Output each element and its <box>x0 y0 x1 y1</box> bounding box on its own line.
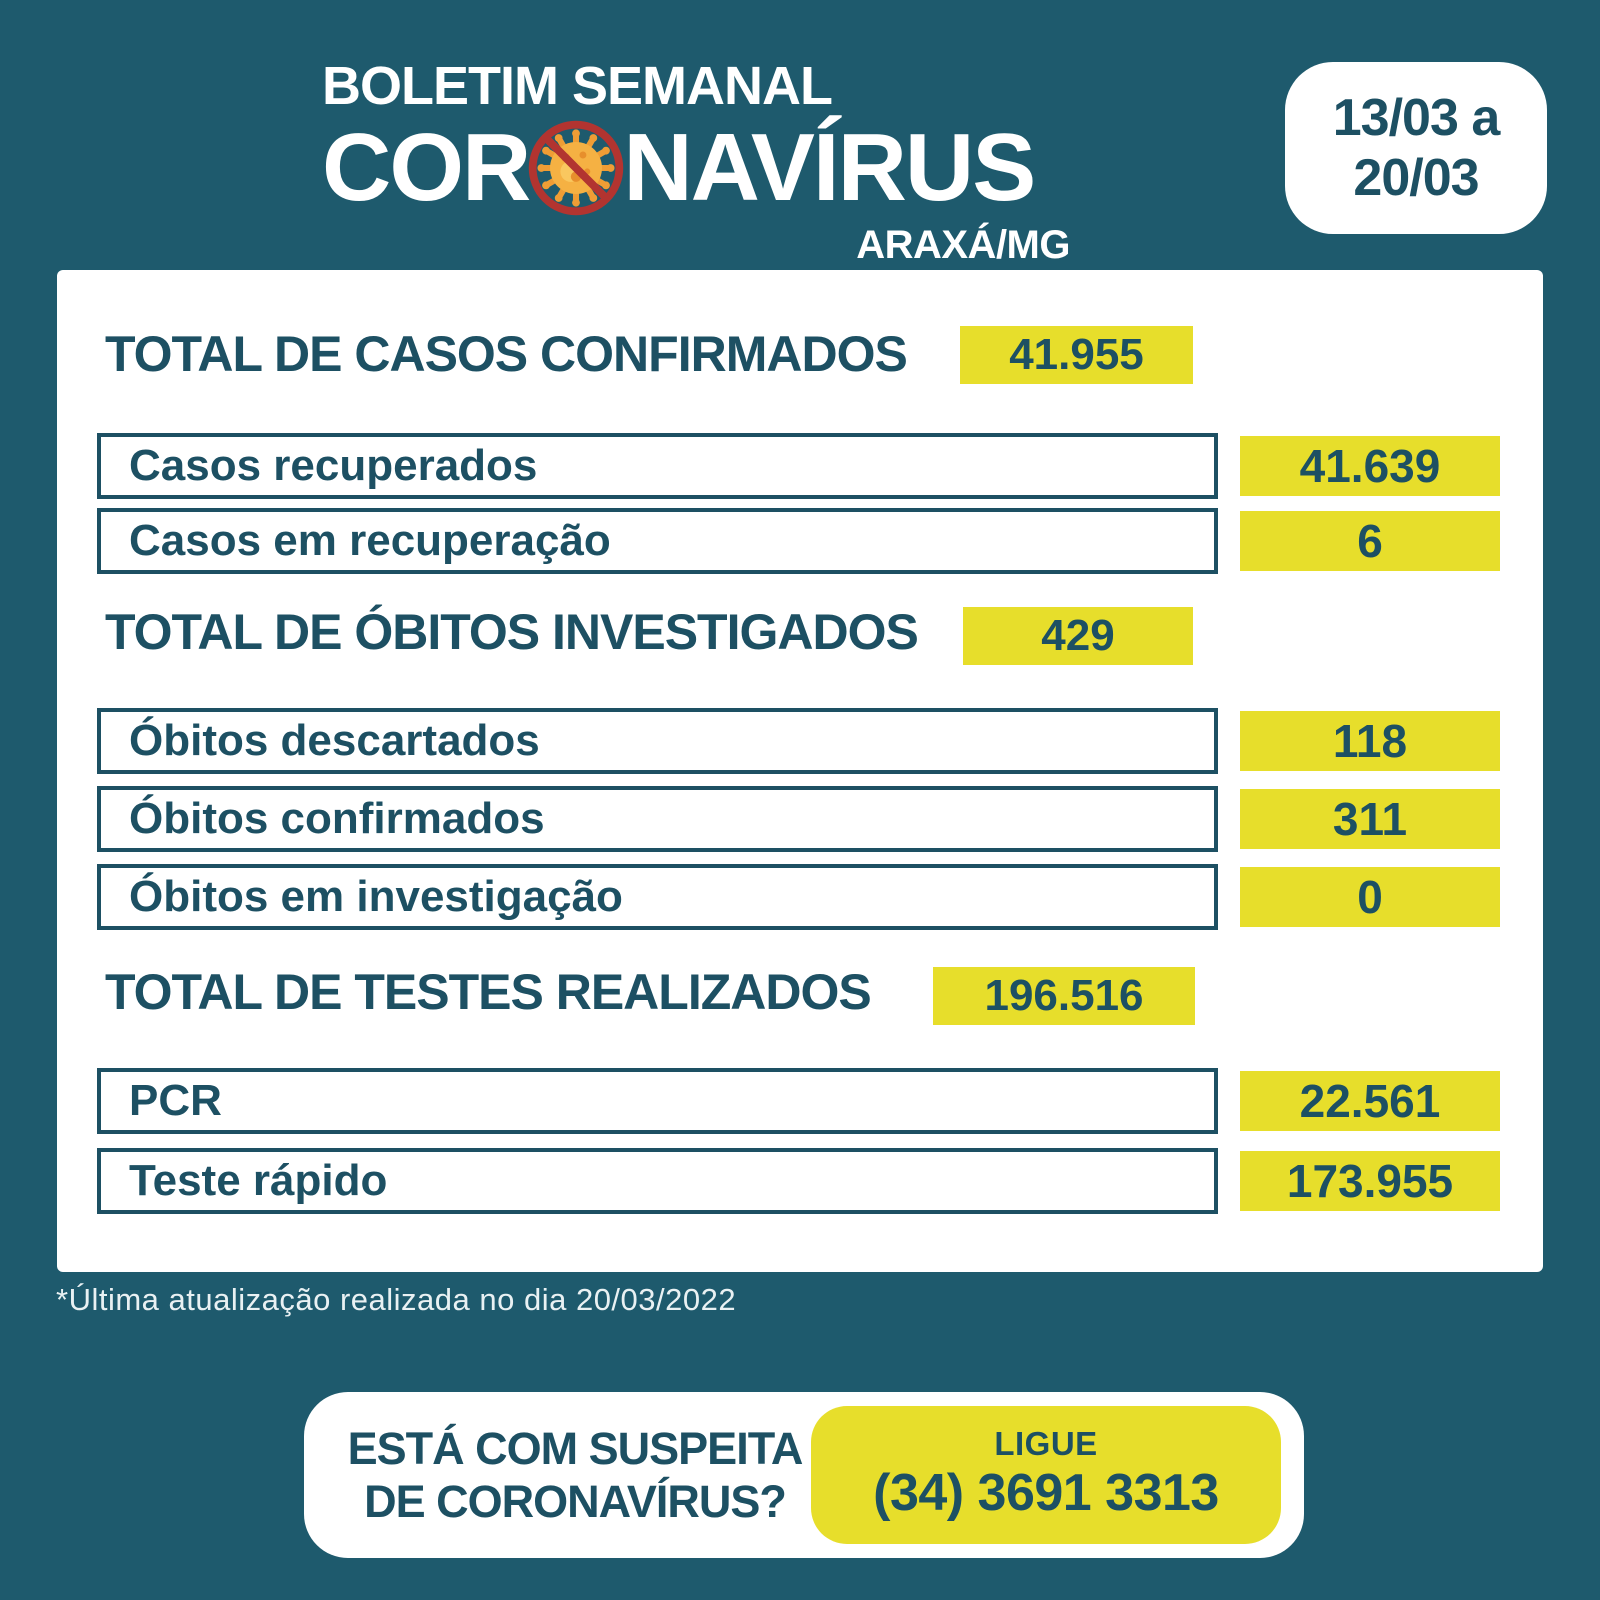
cta-question-line1: ESTÁ COM SUSPEITA <box>347 1423 804 1474</box>
header: BOLETIM SEMANAL COR <box>322 56 1071 268</box>
date-range-line2: 20/03 <box>1353 149 1479 207</box>
last-update-note: *Última atualização realizada no dia 20/… <box>56 1282 737 1317</box>
row-obitos-confirmados: Óbitos confirmados <box>97 786 1218 852</box>
section-heading-obitos: TOTAL DE ÓBITOS INVESTIGADOS <box>105 604 919 660</box>
no-coronavirus-icon <box>524 116 628 220</box>
city-subtitle: ARAXÁ/MG <box>856 223 1070 267</box>
cta-question-line2: DE CORONAVÍRUS? <box>364 1476 787 1527</box>
section-heading-testes: TOTAL DE TESTES REALIZADOS <box>105 964 872 1020</box>
coronavirus-title-prefix: COR <box>322 114 531 221</box>
phone-number: (34) 3691 3313 <box>873 1464 1219 1522</box>
cta-question: ESTÁ COM SUSPEITA DE CORONAVÍRUS? <box>340 1422 810 1528</box>
value-pcr: 22.561 <box>1240 1071 1500 1131</box>
total-obitos-badge: 429 <box>963 607 1193 665</box>
row-casos-em-recuperacao: Casos em recuperação <box>97 508 1218 574</box>
bulletin-title: BOLETIM SEMANAL <box>322 56 833 116</box>
value-obitos-descartados: 118 <box>1240 711 1500 771</box>
total-casos-badge: 41.955 <box>960 326 1193 384</box>
row-casos-recuperados: Casos recuperados <box>97 433 1218 499</box>
coronavirus-title: COR <box>322 116 1070 220</box>
value-casos-recuperados: 41.639 <box>1240 436 1500 496</box>
value-casos-em-recuperacao: 6 <box>1240 511 1500 571</box>
total-testes-badge: 196.516 <box>933 967 1195 1025</box>
section-heading-casos: TOTAL DE CASOS CONFIRMADOS <box>105 326 908 382</box>
phone-cta-badge: LIGUE (34) 3691 3313 <box>811 1406 1281 1544</box>
coronavirus-title-suffix: NAVÍRUS <box>623 114 1036 221</box>
stats-card: TOTAL DE CASOS CONFIRMADOS 41.955 Casos … <box>57 270 1543 1272</box>
value-obitos-confirmados: 311 <box>1240 789 1500 849</box>
suspect-cta-box: ESTÁ COM SUSPEITA DE CORONAVÍRUS? LIGUE … <box>304 1392 1304 1558</box>
row-pcr: PCR <box>97 1068 1218 1134</box>
row-teste-rapido: Teste rápido <box>97 1148 1218 1214</box>
date-range-line1: 13/03 a <box>1332 89 1501 147</box>
date-range-badge: 13/03 a 20/03 <box>1285 62 1547 234</box>
call-label: LIGUE <box>994 1425 1098 1462</box>
row-obitos-em-investigacao: Óbitos em investigação <box>97 864 1218 930</box>
value-obitos-em-investigacao: 0 <box>1240 867 1500 927</box>
row-obitos-descartados: Óbitos descartados <box>97 708 1218 774</box>
value-teste-rapido: 173.955 <box>1240 1151 1500 1211</box>
